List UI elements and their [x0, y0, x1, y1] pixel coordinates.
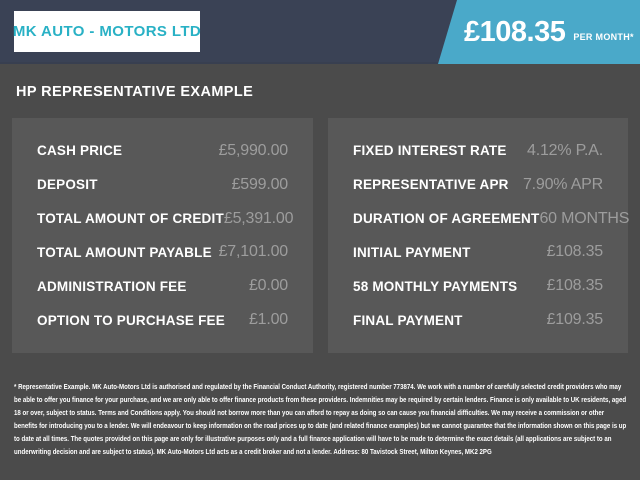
monthly-price-banner: £108.35 PER MONTH*: [438, 0, 640, 64]
finance-row-interest-rate: FIXED INTEREST RATE 4.12% P.A.: [328, 134, 628, 168]
row-value: 60 MONTHS: [539, 209, 630, 227]
row-value: £0.00: [248, 277, 288, 295]
row-label: FIXED INTEREST RATE: [353, 143, 507, 159]
row-value: £599.00: [231, 175, 289, 193]
row-label: DEPOSIT: [37, 177, 98, 193]
finance-row-final-payment: FINAL PAYMENT £109.35: [328, 303, 628, 337]
finance-row-deposit: DEPOSIT £599.00: [12, 168, 313, 202]
finance-row-apr: REPRESENTATIVE APR 7.90% APR: [328, 168, 628, 202]
row-value: £109.35: [546, 311, 604, 329]
finance-row-admin-fee: ADMINISTRATION FEE £0.00: [12, 269, 313, 303]
finance-row-total-payable: TOTAL AMOUNT PAYABLE £7,101.00: [12, 235, 313, 269]
row-value: £7,101.00: [218, 243, 289, 261]
header-bar: MK AUTO - MOTORS LTD £108.35 PER MONTH*: [0, 0, 640, 64]
row-value: £1.00: [248, 311, 288, 329]
finance-row-purchase-fee: OPTION TO PURCHASE FEE £1.00: [12, 303, 313, 337]
dealer-logo-text: MK AUTO - MOTORS LTD: [12, 23, 202, 40]
row-value: £108.35: [546, 243, 604, 261]
row-label: FINAL PAYMENT: [353, 312, 463, 328]
row-label: ADMINISTRATION FEE: [37, 278, 187, 294]
row-label: TOTAL AMOUNT PAYABLE: [37, 244, 212, 260]
row-value: 7.90% APR: [522, 175, 603, 193]
per-month-label: PER MONTH*: [573, 32, 634, 42]
row-label: REPRESENTATIVE APR: [353, 177, 509, 193]
row-label: DURATION OF AGREEMENT: [353, 211, 540, 227]
row-value: 4.12% P.A.: [527, 141, 603, 159]
row-label: TOTAL AMOUNT OF CREDIT: [37, 211, 224, 227]
finance-row-total-credit: TOTAL AMOUNT OF CREDIT £5,391.00: [12, 202, 313, 236]
row-label: OPTION TO PURCHASE FEE: [37, 312, 225, 328]
finance-panel-right: FIXED INTEREST RATE 4.12% P.A. REPRESENT…: [328, 118, 630, 353]
row-label: 58 MONTHLY PAYMENTS: [353, 278, 518, 294]
monthly-price-amount: £108.35: [464, 15, 566, 48]
row-label: INITIAL PAYMENT: [353, 244, 471, 260]
row-value: £5,391.00: [223, 209, 294, 227]
disclaimer-text: * Representative Example. MK Auto-Motors…: [14, 382, 627, 456]
finance-row-monthly-payments: 58 MONTHLY PAYMENTS £108.35: [328, 269, 628, 303]
finance-row-initial-payment: INITIAL PAYMENT £108.35: [328, 235, 628, 269]
finance-panel-left: CASH PRICE £5,990.00 DEPOSIT £599.00 TOT…: [12, 118, 313, 353]
row-label: CASH PRICE: [37, 143, 123, 159]
row-value: £108.35: [546, 277, 604, 295]
finance-row-cash-price: CASH PRICE £5,990.00: [12, 134, 313, 168]
dealer-logo: MK AUTO - MOTORS LTD: [12, 11, 202, 52]
finance-row-duration: DURATION OF AGREEMENT 60 MONTHS: [328, 202, 630, 236]
page-title: HP REPRESENTATIVE EXAMPLE: [16, 84, 254, 100]
row-value: £5,990.00: [218, 141, 289, 159]
